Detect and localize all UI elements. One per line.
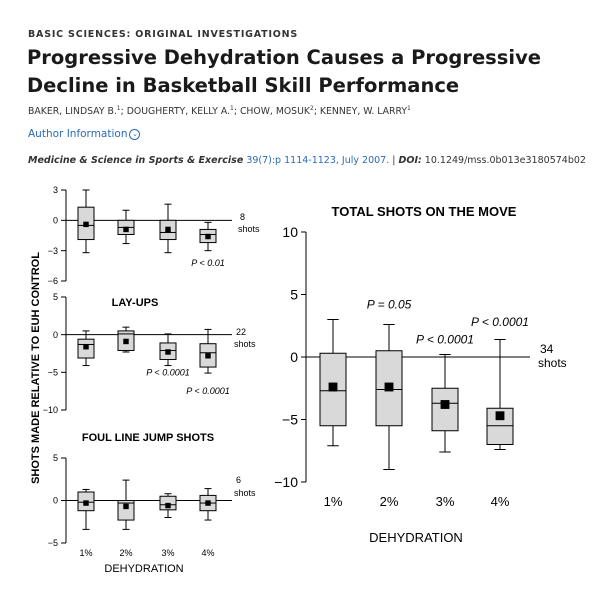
mean-marker	[83, 221, 89, 228]
author-name[interactable]: BAKER, LINDSAY B.	[28, 106, 117, 118]
y-tick-label: 0	[53, 496, 58, 506]
shot-unit: shots	[234, 339, 256, 349]
p-value-annotation: P < 0.0001	[186, 386, 229, 396]
author-list: BAKER, LINDSAY B.1; DOUGHERTY, KELLY A.1…	[28, 105, 411, 117]
shot-count: 8	[240, 212, 245, 222]
box-iqr	[431, 387, 459, 432]
y-tick-label: −10	[43, 405, 58, 415]
p-value-annotation: P < 0.0001	[146, 367, 189, 377]
section-label: BASIC SCIENCES: ORIGINAL INVESTIGATIONS	[28, 29, 299, 40]
p-value-annotation: P < 0.01	[191, 258, 224, 268]
shot-count: 6	[236, 475, 241, 485]
author-information-label: Author Information	[28, 128, 128, 140]
y-tick-label: 10	[282, 224, 298, 240]
y-tick-label: 5	[290, 286, 298, 302]
x-category-label: 4%	[201, 548, 214, 558]
mean-marker	[205, 353, 211, 359]
x-category-label: 2%	[119, 548, 132, 558]
x-category-label: 4%	[491, 494, 510, 509]
mean-marker	[165, 349, 171, 355]
y-tick-label: −10	[274, 474, 298, 490]
article-title: Progressive Dehydration Causes a Progres…	[27, 46, 542, 97]
mean-marker	[384, 382, 394, 392]
author-information-toggle[interactable]: Author Information ⌄	[28, 128, 141, 140]
left-x-axis-label: DEHYDRATION	[104, 563, 183, 575]
mean-marker	[495, 411, 505, 421]
mean-marker	[123, 338, 129, 345]
author-separator: ;	[120, 106, 127, 118]
boxplot-figure: SHOTS MADE RELATIVE TO EUH CONTROL DEHYD…	[30, 185, 567, 575]
y-tick-label: −5	[282, 411, 298, 427]
p-value-annotation: P < 0.0001	[471, 315, 529, 329]
y-tick-label: 5	[53, 453, 58, 463]
author-name[interactable]: DOUGHERTY, KELLY A.	[126, 106, 231, 118]
chart-title: LAY-UPS	[112, 297, 159, 309]
mean-marker	[123, 226, 129, 233]
mean-marker	[123, 503, 129, 510]
y-tick-label: 0	[290, 349, 298, 365]
article-figure: SHOTS MADE RELATIVE TO EUH CONTROL DEHYD…	[0, 180, 600, 590]
p-value-annotation: P < 0.0001	[416, 332, 474, 346]
box-iqr	[117, 500, 135, 521]
mean-marker	[328, 382, 338, 392]
chevron-down-icon: ⌄	[129, 128, 141, 140]
volume-link[interactable]: 39(7):p 1114-1123, July 2007.	[246, 155, 390, 166]
affiliation-marker: 2	[309, 105, 314, 112]
shot-unit: shots	[538, 356, 567, 370]
author-name[interactable]: KENNEY, W. LARRY	[319, 106, 408, 118]
shot-count: 22	[236, 327, 246, 337]
mean-marker	[440, 400, 450, 409]
shot-unit: shots	[234, 488, 256, 498]
citation-line: Medicine & Science in Sports & Exercise …	[28, 155, 586, 166]
p-value-annotation: P = 0.05	[367, 297, 412, 311]
chart-title: TOTAL SHOTS ON THE MOVE	[332, 204, 517, 219]
mean-marker	[83, 344, 89, 350]
y-tick-label: −6	[48, 276, 58, 286]
y-tick-label: 3	[53, 185, 58, 195]
y-tick-label: −5	[48, 538, 58, 548]
mean-marker	[205, 233, 211, 240]
affiliation-marker: 1	[407, 105, 411, 112]
mean-marker	[205, 500, 211, 506]
doi-value[interactable]: 10.1249/mss.0b013e3180574b02	[421, 155, 586, 166]
affiliation-marker: 1	[116, 105, 121, 112]
author-name[interactable]: CHOW, MOSUK	[239, 106, 310, 118]
shot-count: 34	[540, 342, 554, 356]
y-tick-label: −5	[48, 367, 58, 377]
mean-marker	[83, 500, 89, 506]
y-tick-label: 5	[53, 292, 58, 302]
mean-marker	[165, 226, 171, 233]
y-tick-label: 0	[53, 215, 58, 225]
mean-marker	[165, 502, 171, 509]
x-category-label: 3%	[161, 548, 174, 558]
citation-separator: |	[389, 155, 399, 166]
author-separator: ;	[233, 106, 240, 118]
x-category-label: 1%	[79, 548, 92, 558]
journal-name: Medicine & Science in Sports & Exercise	[28, 155, 244, 166]
shot-unit: shots	[238, 224, 260, 234]
shared-y-axis-label: SHOTS MADE RELATIVE TO EUH CONTROL	[30, 252, 42, 484]
author-separator: ;	[313, 106, 320, 118]
x-category-label: 3%	[436, 494, 455, 509]
affiliation-marker: 1	[230, 105, 234, 112]
x-category-label: 1%	[324, 494, 343, 509]
y-tick-label: −3	[48, 246, 58, 256]
x-axis-label: DEHYDRATION	[369, 530, 463, 545]
x-category-label: 2%	[380, 494, 399, 509]
doi-label: DOI:	[398, 155, 422, 166]
y-tick-label: 0	[53, 330, 58, 340]
chart-title: FOUL LINE JUMP SHOTS	[82, 432, 214, 444]
